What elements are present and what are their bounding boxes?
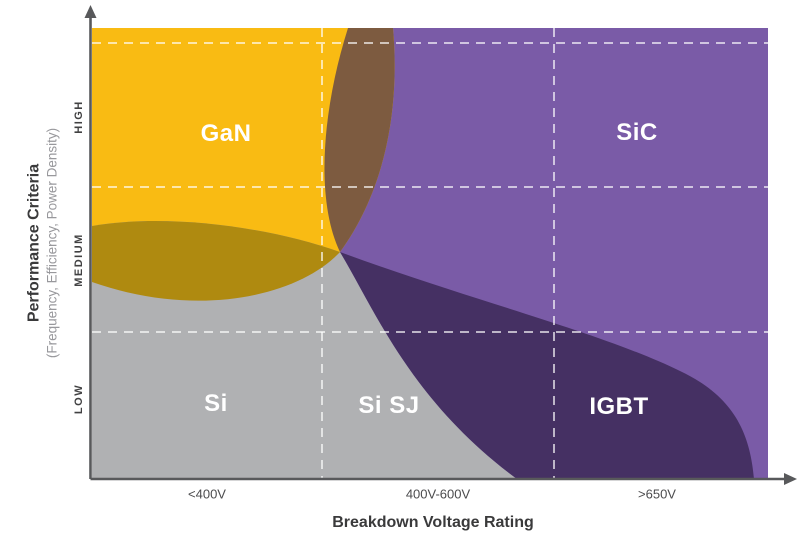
y-tick-low: LOW: [73, 383, 85, 415]
x-tick-400-600v: 400V-600V: [405, 486, 471, 502]
region-label-gan: GaN: [200, 120, 252, 147]
y-axis-subtitle: (Frequency, Efficiency, Power Density): [44, 127, 60, 359]
x-axis-title: Breakdown Voltage Rating: [332, 514, 534, 531]
y-tick-medium: MEDIUM: [73, 233, 85, 287]
region-label-sic: SiC: [616, 119, 658, 146]
x-tick-under-400v: <400V: [188, 486, 226, 502]
gan-si-overlap-shape: [92, 221, 340, 301]
y-axis-arrow-icon: [84, 5, 97, 18]
igbt-region-shape: [340, 252, 754, 479]
region-label-si: Si: [204, 390, 228, 417]
y-tick-high: HIGH: [73, 100, 85, 134]
axes: [89, 16, 786, 481]
region-label-igbt: IGBT: [589, 393, 649, 420]
gan-sic-overlap-shape: [324, 28, 395, 252]
x-axis-arrow-icon: [784, 473, 797, 485]
region-label-si-sj: Si SJ: [358, 392, 420, 419]
axis-arrows: [84, 5, 797, 485]
y-axis-title: Performance Criteria: [25, 163, 43, 323]
gridlines: [92, 28, 768, 479]
x-tick-over-650v: >650V: [638, 486, 676, 502]
plot-regions: [92, 28, 768, 479]
